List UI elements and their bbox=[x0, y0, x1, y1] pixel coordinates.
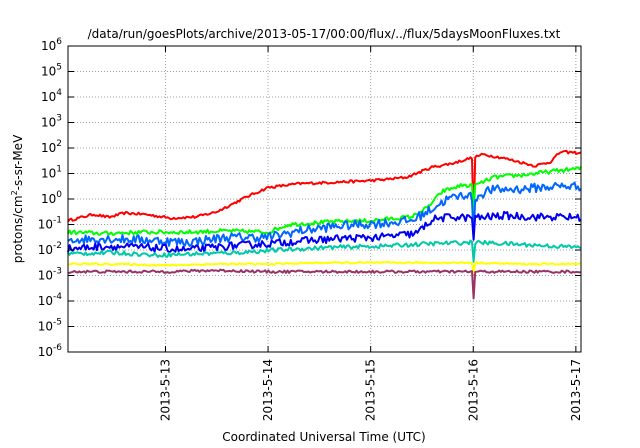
x-tick-label: 2013-5-14 bbox=[261, 359, 275, 421]
y-tick-label: 10-2 bbox=[38, 241, 62, 257]
y-tick-label: 101 bbox=[41, 165, 62, 181]
series-line bbox=[67, 210, 582, 254]
plot-frame bbox=[67, 45, 582, 353]
chart-title: /data/run/goesPlots/archive/2013-05-17/0… bbox=[88, 27, 561, 41]
y-tick-label: 106 bbox=[41, 37, 62, 53]
series-line bbox=[67, 149, 582, 226]
y-tick-label: 103 bbox=[41, 114, 62, 130]
series-line bbox=[67, 166, 582, 236]
grid-lines bbox=[68, 46, 581, 352]
y-axis: 10-6 10-5 10-4 10-3 10-2 10-1 100 101 102 103 104 1… bbox=[38, 37, 581, 359]
series-line bbox=[67, 268, 582, 300]
y-tick-label: 10-1 bbox=[38, 216, 62, 232]
x-axis: 2013-5-13 2013-5-14 2013-5-15 2013-5-16 2013… bbox=[158, 46, 583, 421]
y-tick-label: 10-5 bbox=[38, 318, 62, 334]
x-tick-label: 2013-5-16 bbox=[466, 359, 480, 421]
series-line bbox=[68, 261, 582, 274]
y-tick-label: 10-3 bbox=[38, 267, 62, 283]
y-tick-label: 102 bbox=[41, 139, 62, 155]
x-tick-label: 2013-5-15 bbox=[364, 359, 378, 421]
x-axis-label: Coordinated Universal Time (UTC) bbox=[222, 430, 425, 444]
x-tick-label: 2013-5-13 bbox=[158, 359, 172, 421]
y-tick-label: 10-4 bbox=[38, 292, 63, 308]
series-group bbox=[67, 149, 582, 300]
y-tick-label: 104 bbox=[41, 88, 62, 104]
series-line bbox=[67, 239, 582, 263]
y-tick-label: 100 bbox=[41, 190, 62, 206]
y-tick-label: 105 bbox=[41, 63, 62, 79]
y-tick-label: 10-6 bbox=[38, 343, 63, 359]
x-tick-label: 2013-5-17 bbox=[569, 359, 583, 421]
y-axis-label: protons/cm2-s-sr-MeV bbox=[10, 134, 25, 263]
series-line bbox=[67, 181, 582, 247]
